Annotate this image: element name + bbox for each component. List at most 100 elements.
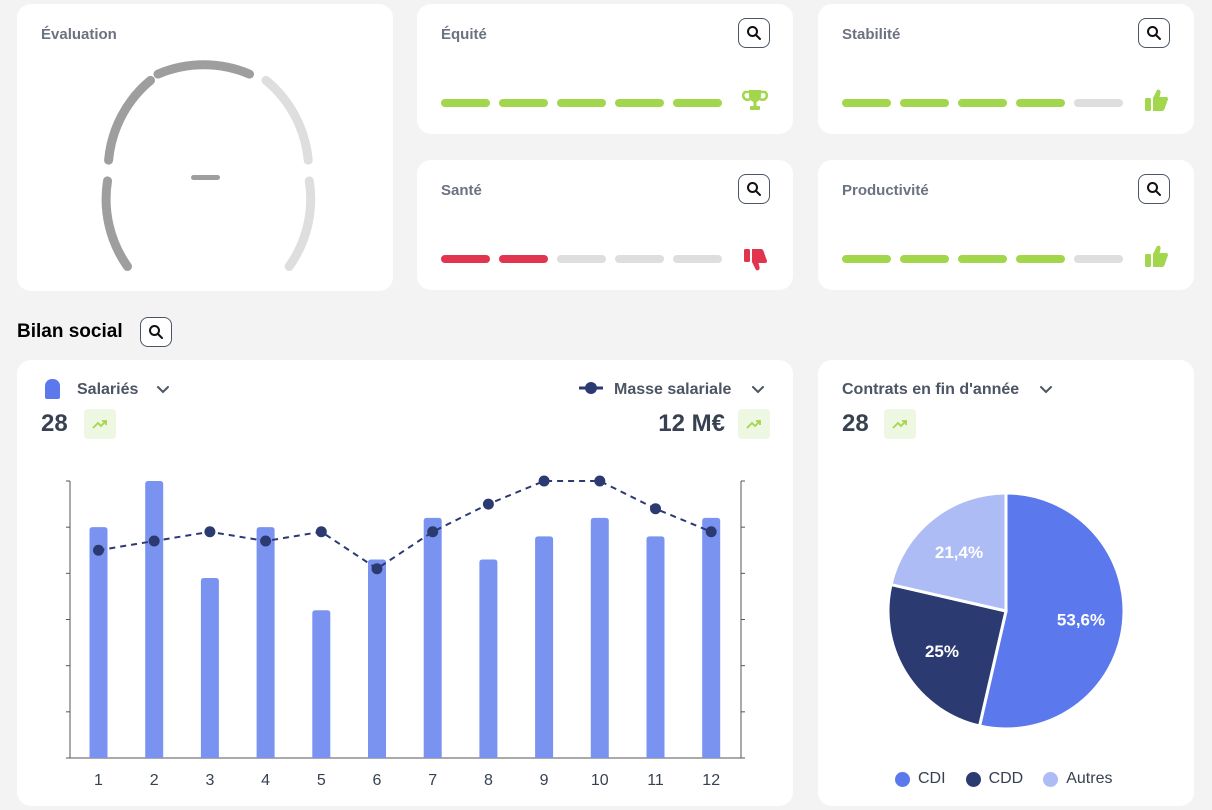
x-tick-label: 11 bbox=[647, 772, 664, 789]
chevron-down-icon[interactable] bbox=[155, 381, 171, 397]
bar-salaries bbox=[423, 517, 442, 758]
legend-item-autres: Autres bbox=[1043, 770, 1112, 788]
indicator-title: Productivité bbox=[842, 182, 929, 199]
point-payroll bbox=[650, 503, 661, 515]
trend-up-badge bbox=[884, 409, 916, 439]
score-bar-segment bbox=[673, 99, 722, 107]
contracts-card: Contrats en fin d'année 28 53,6% 25% 21,4% bbox=[818, 360, 1194, 806]
bar-salaries bbox=[646, 536, 665, 758]
payroll-value: 12 M€ bbox=[658, 410, 725, 437]
search-icon bbox=[1147, 26, 1161, 40]
pie-label: 21,4% bbox=[935, 543, 983, 562]
legend-label: CDI bbox=[918, 770, 946, 787]
evaluation-title: Évaluation bbox=[41, 26, 117, 43]
x-tick-label: 7 bbox=[428, 772, 437, 789]
gauge-segment bbox=[104, 75, 155, 165]
legend-dot bbox=[895, 771, 910, 787]
bar-salaries bbox=[479, 559, 498, 758]
point-payroll bbox=[315, 526, 327, 538]
indicator-title: Santé bbox=[441, 182, 482, 199]
score-bar-segment bbox=[900, 255, 949, 263]
line-payroll bbox=[98, 480, 712, 570]
search-button[interactable] bbox=[738, 18, 770, 48]
x-tick-label: 12 bbox=[702, 772, 720, 789]
x-tick-label: 1 bbox=[94, 772, 103, 789]
gauge-segment bbox=[261, 75, 313, 165]
legend-label: Autres bbox=[1066, 770, 1113, 787]
search-button[interactable] bbox=[738, 174, 770, 204]
thumbs-up-icon bbox=[1145, 89, 1168, 111]
pie-label: 53,6% bbox=[1057, 611, 1105, 630]
section-title: Bilan social bbox=[17, 321, 123, 342]
trophy-icon bbox=[742, 90, 768, 110]
score-bars bbox=[441, 255, 722, 263]
point-payroll bbox=[427, 526, 439, 538]
trend-up-badge bbox=[84, 409, 116, 439]
search-button[interactable] bbox=[1138, 174, 1170, 204]
point-payroll bbox=[371, 563, 383, 575]
payroll-legend-icon bbox=[579, 382, 603, 394]
trend-up-badge bbox=[738, 409, 770, 439]
evaluation-card: Évaluation bbox=[17, 4, 393, 291]
salaries-selector[interactable]: Salariés bbox=[77, 381, 139, 398]
point-payroll bbox=[93, 544, 104, 556]
search-button[interactable] bbox=[1138, 18, 1170, 48]
legend-item-cdi: CDI bbox=[895, 770, 946, 788]
indicator-card-stabilite: Stabilité bbox=[818, 4, 1194, 134]
trend-up-icon bbox=[92, 420, 107, 429]
bar-salaries bbox=[256, 527, 275, 758]
payroll-selector[interactable]: Masse salariale bbox=[614, 381, 732, 398]
salaries-legend-icon bbox=[45, 379, 60, 399]
score-bar-segment bbox=[1016, 99, 1065, 107]
chevron-down-icon[interactable] bbox=[1038, 381, 1054, 397]
x-tick-label: 2 bbox=[150, 772, 159, 789]
score-bar-segment bbox=[842, 255, 891, 263]
score-bar-segment bbox=[673, 255, 722, 263]
bar-salaries bbox=[702, 517, 721, 758]
indicator-title: Stabilité bbox=[842, 26, 901, 43]
bar-salaries bbox=[535, 536, 554, 758]
x-tick-label: 3 bbox=[205, 772, 214, 789]
score-bar-segment bbox=[900, 99, 949, 107]
point-payroll bbox=[260, 535, 272, 547]
chevron-down-icon[interactable] bbox=[750, 381, 766, 397]
legend-label: CDD bbox=[988, 770, 1024, 787]
point-payroll bbox=[705, 526, 717, 538]
score-bar-segment bbox=[499, 99, 548, 107]
score-bar-segment bbox=[958, 255, 1007, 263]
indicator-title: Équité bbox=[441, 26, 487, 43]
section-search-button[interactable] bbox=[140, 317, 172, 347]
point-payroll bbox=[538, 475, 550, 487]
bar-salaries bbox=[145, 481, 164, 758]
evaluation-gauge bbox=[101, 60, 316, 271]
legend-dot bbox=[965, 771, 981, 787]
contracts-selector[interactable]: Contrats en fin d'année bbox=[842, 381, 1020, 398]
score-bar-segment bbox=[1074, 255, 1123, 263]
pie-slice-cdi bbox=[977, 491, 1126, 731]
score-bar-segment bbox=[557, 255, 606, 263]
x-tick-label: 10 bbox=[591, 772, 609, 789]
legend-item-cdd: CDD bbox=[965, 770, 1024, 788]
score-bars bbox=[842, 255, 1123, 263]
contracts-pie-chart: 53,6% 25% 21,4% bbox=[886, 491, 1126, 731]
score-bar-segment bbox=[958, 99, 1007, 107]
thumbs-up-icon bbox=[1145, 245, 1168, 267]
point-payroll bbox=[594, 475, 606, 487]
bar-salaries bbox=[368, 559, 386, 758]
search-icon bbox=[149, 325, 163, 339]
point-payroll bbox=[482, 498, 494, 510]
indicator-card-sante: Santé bbox=[417, 160, 793, 290]
score-bar-segment bbox=[441, 99, 490, 107]
gauge-segment bbox=[153, 60, 254, 79]
pie-slice-autres bbox=[889, 491, 1008, 613]
bar-salaries bbox=[89, 527, 108, 758]
evaluation-value-dash bbox=[191, 175, 220, 180]
score-bar-segment bbox=[615, 99, 664, 107]
bar-salaries bbox=[200, 577, 219, 758]
bar-salaries bbox=[312, 610, 331, 758]
legend-dot bbox=[1043, 771, 1059, 787]
score-bar-segment bbox=[615, 255, 664, 263]
employees-payroll-chart: 1 2 3 4 5 6 7 8 9 10 11 12 bbox=[66, 475, 745, 789]
score-bar-segment bbox=[441, 255, 490, 263]
